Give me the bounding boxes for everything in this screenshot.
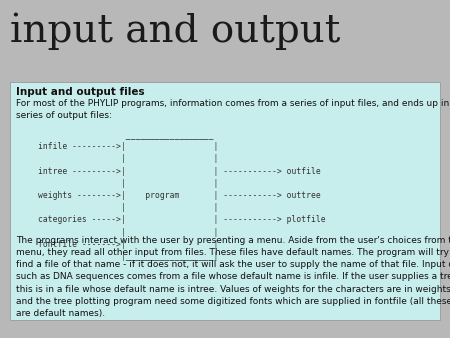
Text: The programs interact with the user by presenting a menu. Aside from the user's : The programs interact with the user by p…: [16, 236, 450, 318]
Text: |                  |: | |: [38, 203, 218, 212]
Text: weights -------->|    program       | -----------> outtree: weights -------->| program | -----------…: [38, 191, 321, 200]
Text: Input and output files: Input and output files: [16, 87, 144, 97]
Text: fontfile ------->|                  |: fontfile ------->| |: [38, 240, 218, 249]
Text: intree --------->|                  | -----------> outfile: intree --------->| | -----------> outfil…: [38, 167, 321, 176]
Text: |__________________|: |__________________|: [38, 252, 218, 261]
Text: For most of the PHYLIP programs, information comes from a series of input files,: For most of the PHYLIP programs, informa…: [16, 99, 450, 120]
Text: categories ----->|                  | -----------> plotfile: categories ----->| | -----------> plotfi…: [38, 215, 326, 224]
FancyBboxPatch shape: [10, 82, 440, 320]
Text: |                  |: | |: [38, 179, 218, 188]
Text: infile --------->|                  |: infile --------->| |: [38, 142, 218, 151]
Text: |                  |: | |: [38, 154, 218, 163]
Text: __________________: __________________: [38, 130, 213, 139]
Text: input and output: input and output: [10, 13, 340, 50]
Text: |                  |: | |: [38, 227, 218, 237]
